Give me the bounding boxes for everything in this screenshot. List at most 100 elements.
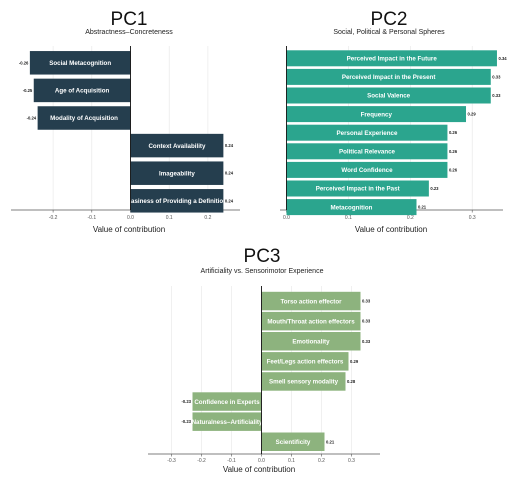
pc3-bar <box>261 352 349 371</box>
pc1-bar-label: Easiness of Providing a Definition <box>127 198 227 205</box>
pc1-tick-label: 0.1 <box>166 215 173 221</box>
pc3-subtitle: Artificiality vs. Sensorimotor Experienc… <box>201 268 324 275</box>
pc1-value-label: -0.24 <box>27 116 37 121</box>
pc2-bar <box>286 199 417 216</box>
pc1-bar <box>29 51 131 75</box>
pc1-value-label: 0.24 <box>225 198 234 203</box>
pc2-x-axis-label: Value of contribution <box>355 225 427 234</box>
pc2-value-label: 0.26 <box>449 167 458 172</box>
pc3-tick-label: -0.2 <box>197 458 206 464</box>
pc1-tick-label: 0.2 <box>204 215 211 221</box>
pc3-bar <box>192 412 262 431</box>
pc2-bar-label: Frequency <box>361 111 393 118</box>
pc3-value-label: 0.29 <box>350 359 359 364</box>
pc2-value-label: 0.23 <box>430 186 439 191</box>
pc2-plot-area: 0.0 0.1 0.2 0.3 Perceived Impact in the Futu… <box>280 46 507 221</box>
pc2-value-label: 0.26 <box>449 149 458 154</box>
pc1-tick-label: -0.1 <box>87 215 96 221</box>
pc3-bar-label: Naturalness–Artificiality <box>192 419 263 426</box>
pc2-title: PC2 <box>371 9 408 30</box>
pc3-x-axis-label: Value of contribution <box>223 465 295 474</box>
pc1-value-label: 0.24 <box>225 143 234 148</box>
pc3-panel: PC3 Artificiality vs. Sensorimotor Exper… <box>148 246 380 474</box>
pc2-bar-label: Personal Experience <box>337 130 398 137</box>
pc1-bar <box>130 133 224 158</box>
pc1-bar <box>33 78 131 103</box>
pc2-value-label: 0.29 <box>468 112 477 117</box>
pc3-tick-label: -0.3 <box>167 458 176 464</box>
pc3-bar <box>261 432 325 451</box>
pc3-bar <box>261 372 346 391</box>
pc1-bar <box>130 189 224 213</box>
pc3-bar-label: Mouth/Throat action effectors <box>267 318 355 325</box>
pc2-bar-label: Social Valence <box>367 93 411 100</box>
pc3-tick-label: 0.2 <box>318 458 325 464</box>
pc1-bar-label: Social Metacognition <box>49 60 111 67</box>
pc2-bar <box>286 106 467 123</box>
pc1-title: PC1 <box>111 9 148 30</box>
pc3-tick-label: -0.1 <box>227 458 236 464</box>
pc3-value-label: -0.23 <box>181 419 191 424</box>
pc1-tick-label: -0.2 <box>49 215 58 221</box>
pc2-tick-label: 0.3 <box>469 215 476 221</box>
pc3-value-label: 0.33 <box>362 339 371 344</box>
pc2-bar-label: Political Relevance <box>339 149 396 156</box>
pc3-plot-area: -0.3 -0.2 -0.1 0.0 0.1 0.2 0.3 Torso action eff… <box>148 286 380 464</box>
pc2-bar <box>286 161 448 178</box>
pc3-value-label: 0.33 <box>362 299 371 304</box>
pc2-bar-label: Perceived Impact in the Past <box>316 186 400 193</box>
pc1-bar <box>130 161 224 185</box>
pc3-bar-label: Smell sensory modality <box>269 379 339 386</box>
pc3-value-label: 0.28 <box>347 379 356 384</box>
pc3-bar <box>261 332 361 351</box>
pc2-value-label: 0.33 <box>492 93 501 98</box>
pc1-plot-area: -0.2 -0.1 0.0 0.1 0.2 Social Metacognition -0.… <box>11 46 240 221</box>
pc3-bar <box>192 392 262 411</box>
pc2-bar <box>286 143 448 160</box>
pc2-tick-label: 0.1 <box>345 215 352 221</box>
pc2-bar-label: Perceived Impact in the Future <box>347 56 438 63</box>
pc2-panel: PC2 Social, Political & Personal Spheres… <box>280 9 507 234</box>
pc1-bar-label: Imageability <box>159 170 195 177</box>
pc2-value-label: 0.26 <box>449 130 458 135</box>
pc1-value-label: -0.25 <box>23 88 33 93</box>
pc1-tick-label: 0.0 <box>127 215 134 221</box>
pc1-bar-label: Context Availability <box>148 143 206 150</box>
pc1-bar-label: Modality of Acquisition <box>50 115 118 122</box>
pc1-subtitle: Abstractness–Concreteness <box>85 29 173 36</box>
pc2-bar-label: Metacognition <box>331 204 373 211</box>
pc1-value-label: -0.26 <box>19 60 29 65</box>
pc3-value-label: 0.21 <box>326 439 335 444</box>
pc3-value-label: 0.33 <box>362 319 371 324</box>
pc3-title: PC3 <box>244 246 281 267</box>
pc1-value-label: 0.24 <box>225 171 234 176</box>
pc3-tick-label: 0.0 <box>258 458 265 464</box>
pc2-tick-label: 0.2 <box>407 215 414 221</box>
pc2-subtitle: Social, Political & Personal Spheres <box>333 29 445 36</box>
pc3-tick-label: 0.3 <box>348 458 355 464</box>
pc1-bar <box>37 106 131 130</box>
pc3-bar-label: Torso action effector <box>280 298 342 305</box>
pc2-bar <box>286 87 491 104</box>
pc3-bar <box>261 291 361 311</box>
pc2-bar <box>286 68 491 85</box>
pc3-bar-label: Scientificity <box>276 439 311 446</box>
pc2-value-label: 0.33 <box>492 74 501 79</box>
pc1-bar-label: Age of Acquisition <box>55 88 110 95</box>
pc3-bar-label: Emotionality <box>292 338 330 345</box>
pc3-bar-label: Feet/Legs action effectors <box>267 359 344 366</box>
pc1-x-axis-label: Value of contribution <box>93 225 165 234</box>
pc3-bar-label: Confidence in Experts <box>194 399 260 406</box>
pc2-value-label: 0.21 <box>418 205 427 210</box>
pc2-bar <box>286 50 497 67</box>
pc3-tick-label: 0.1 <box>288 458 295 464</box>
pc2-tick-label: 0.0 <box>283 215 290 221</box>
pc2-bar <box>286 124 448 141</box>
pc1-panel: PC1 Abstractness–Concreteness -0.2 -0.1 0.… <box>11 9 240 234</box>
pc2-value-label: 0.34 <box>498 56 507 61</box>
pc3-value-label: -0.23 <box>181 399 191 404</box>
pc2-bar <box>286 180 429 197</box>
pc2-bar-label: Perceived Impact in the Present <box>342 74 436 81</box>
pc3-bar <box>261 311 361 331</box>
